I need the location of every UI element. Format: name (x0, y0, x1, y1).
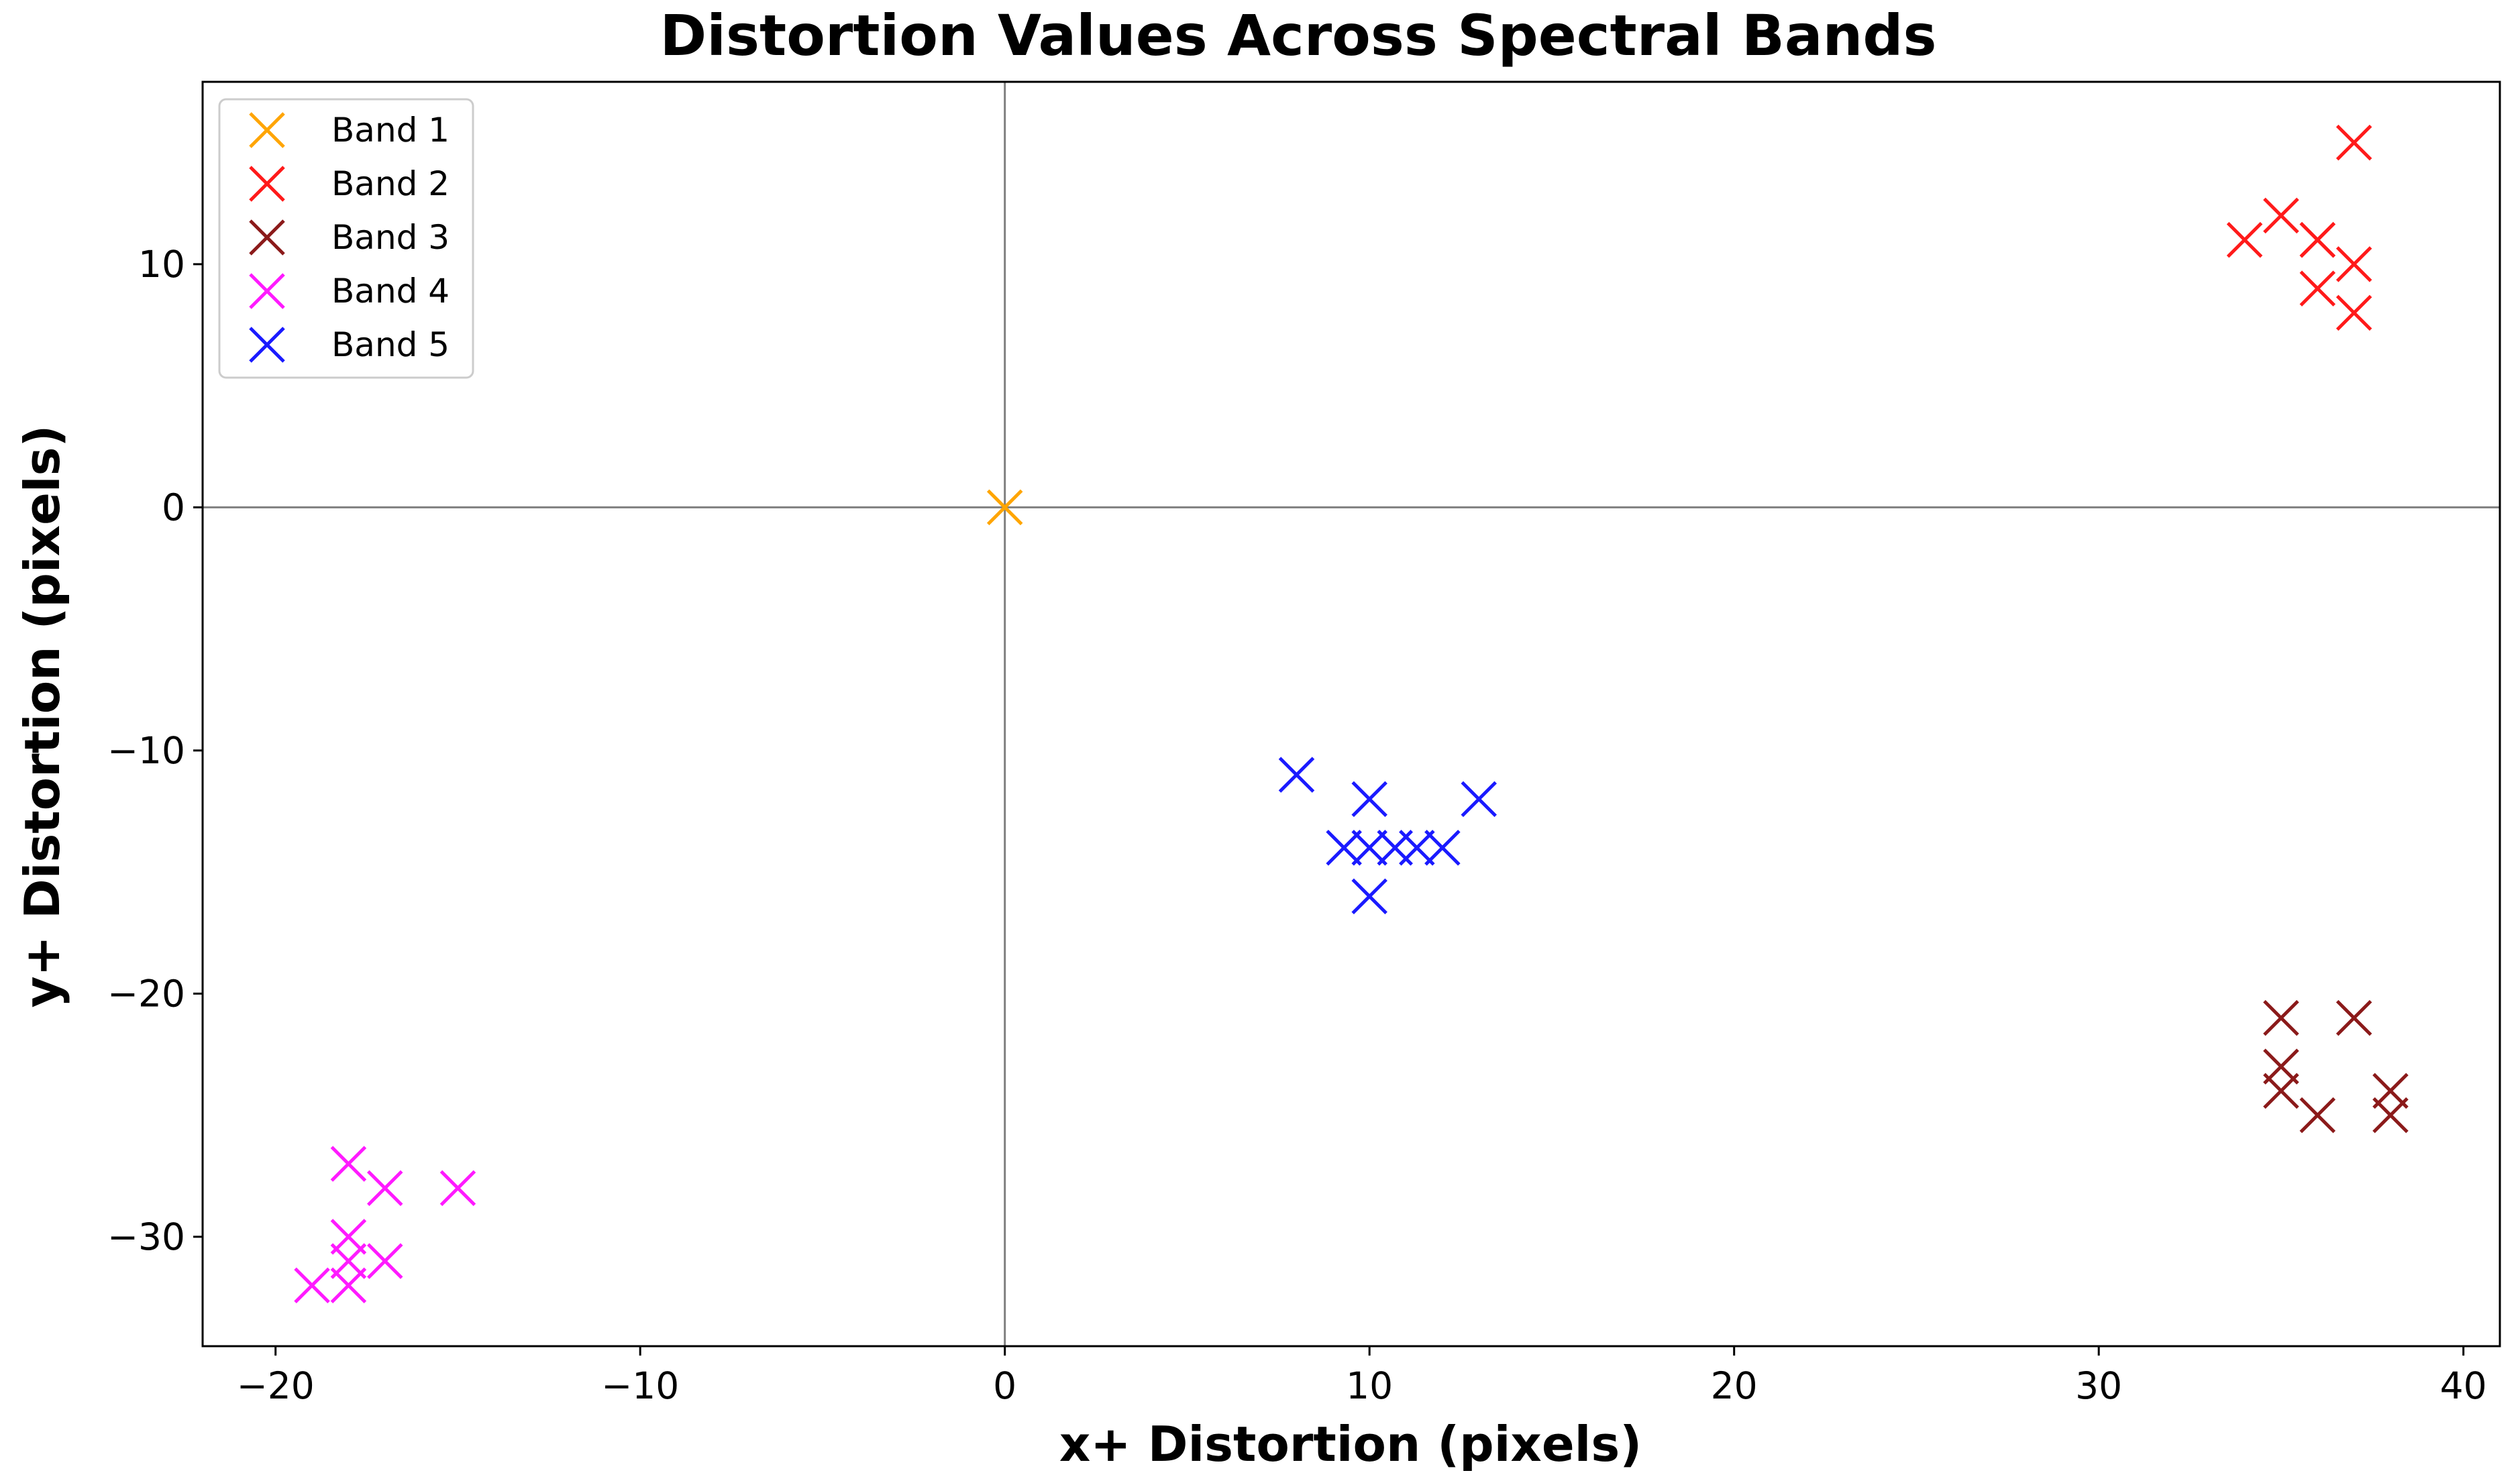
x-tick-label: 40 (2440, 1364, 2487, 1407)
chart-title: Distortion Values Across Spectral Bands (660, 3, 1937, 68)
legend-entries: Band 1 Band 2 Band 3 Band 4 Band 5 (249, 111, 450, 364)
data-point (1278, 757, 1315, 793)
series-5-markers (1278, 757, 1497, 915)
x-tick-label: 0 (993, 1364, 1016, 1407)
series-1-markers (986, 489, 1023, 526)
data-point (366, 1243, 403, 1279)
data-point (439, 1170, 476, 1207)
data-point (1424, 830, 1461, 866)
data-point (986, 489, 1023, 526)
y-tick-label: −30 (107, 1215, 185, 1258)
y-tick-label: −10 (107, 729, 185, 772)
x-tick-label: −10 (601, 1364, 679, 1407)
series-3-markers (2263, 999, 2409, 1134)
series-4-markers (294, 1146, 476, 1304)
data-point (294, 1267, 330, 1304)
legend-entry: Band 4 (249, 272, 450, 311)
legend-entry: Band 3 (249, 218, 450, 257)
legend-entry: Band 1 (249, 111, 450, 150)
data-point (2263, 999, 2299, 1036)
data-point (2335, 294, 2372, 331)
x-tick-label: −20 (237, 1364, 315, 1407)
data-point (2263, 1073, 2299, 1109)
data-point (2299, 221, 2336, 258)
legend-label: Band 1 (331, 111, 450, 150)
x-axis-ticks: −20 −10 0 10 20 30 40 (237, 1346, 2487, 1407)
legend: Band 1 Band 2 Band 3 Band 4 Band 5 (218, 98, 474, 379)
y-tick-label: 0 (162, 486, 185, 529)
y-tick-label: −20 (107, 972, 185, 1015)
data-point (1461, 781, 1497, 818)
legend-marker (249, 327, 285, 363)
y-tick-label: 10 (138, 243, 185, 286)
data-point (330, 1146, 367, 1182)
legend-entry: Band 5 (249, 325, 450, 364)
legend-label: Band 5 (331, 325, 450, 364)
data-point (2335, 246, 2372, 282)
series-2-markers (2226, 124, 2372, 331)
data-point (1351, 781, 1387, 818)
data-markers (294, 124, 2409, 1304)
x-tick-label: 20 (1711, 1364, 1758, 1407)
data-point (2335, 124, 2372, 161)
legend-entry: Band 2 (249, 164, 450, 203)
legend-label: Band 3 (331, 218, 450, 257)
x-axis-label: x+ Distortion (pixels) (1059, 1416, 1642, 1472)
legend-marker (249, 112, 285, 148)
y-axis-label: y+ Distortion (pixels) (14, 425, 70, 1008)
x-tick-label: 10 (1346, 1364, 1393, 1407)
data-point (1326, 830, 1362, 866)
legend-label: Band 2 (331, 164, 450, 203)
data-point (2299, 1097, 2336, 1134)
data-point (2372, 1097, 2409, 1134)
data-point (2226, 221, 2263, 258)
data-point (1399, 830, 1435, 866)
legend-marker (249, 273, 285, 309)
legend-label: Band 4 (331, 272, 450, 311)
data-point (2299, 270, 2336, 307)
data-point (2263, 197, 2299, 234)
legend-marker (249, 166, 285, 202)
data-point (366, 1170, 403, 1207)
plot-area-frame (201, 80, 2501, 1348)
data-point (1351, 830, 1387, 866)
data-point (2335, 999, 2372, 1036)
legend-marker (249, 219, 285, 256)
x-tick-label: 30 (2075, 1364, 2122, 1407)
data-point (330, 1267, 367, 1304)
reference-lines (203, 82, 2500, 1346)
data-point (1351, 878, 1387, 915)
y-axis-ticks: 10 0 −10 −20 −30 (107, 243, 203, 1258)
